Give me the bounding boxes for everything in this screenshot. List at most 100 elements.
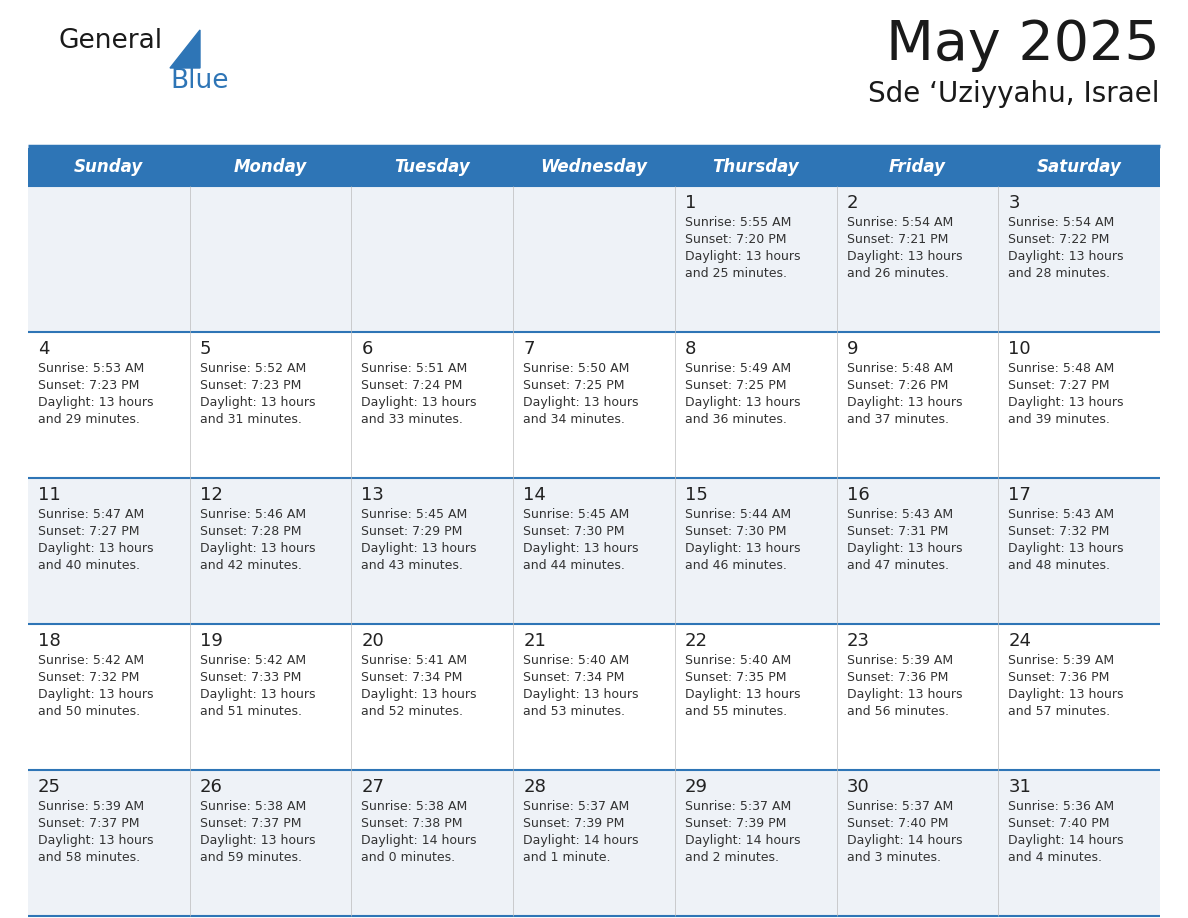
Text: and 52 minutes.: and 52 minutes. bbox=[361, 705, 463, 718]
Text: 4: 4 bbox=[38, 340, 50, 358]
Text: and 55 minutes.: and 55 minutes. bbox=[684, 705, 786, 718]
Text: and 28 minutes.: and 28 minutes. bbox=[1009, 267, 1111, 280]
Text: 18: 18 bbox=[38, 632, 61, 650]
Text: and 59 minutes.: and 59 minutes. bbox=[200, 851, 302, 864]
Text: Sunday: Sunday bbox=[74, 158, 144, 176]
Text: Sunset: 7:22 PM: Sunset: 7:22 PM bbox=[1009, 233, 1110, 246]
Text: Daylight: 13 hours: Daylight: 13 hours bbox=[361, 688, 476, 701]
Text: Sunrise: 5:39 AM: Sunrise: 5:39 AM bbox=[38, 800, 144, 813]
Text: 21: 21 bbox=[523, 632, 546, 650]
Text: 11: 11 bbox=[38, 486, 61, 504]
Text: Daylight: 14 hours: Daylight: 14 hours bbox=[361, 834, 476, 847]
Text: Daylight: 13 hours: Daylight: 13 hours bbox=[361, 396, 476, 409]
Text: 24: 24 bbox=[1009, 632, 1031, 650]
Bar bbox=[29, 478, 1159, 624]
Text: Sunrise: 5:51 AM: Sunrise: 5:51 AM bbox=[361, 362, 468, 375]
Text: Sunrise: 5:55 AM: Sunrise: 5:55 AM bbox=[684, 216, 791, 229]
Bar bbox=[29, 624, 1159, 770]
Text: Sunset: 7:32 PM: Sunset: 7:32 PM bbox=[38, 671, 139, 684]
Text: Sunrise: 5:47 AM: Sunrise: 5:47 AM bbox=[38, 508, 144, 521]
Text: Sunset: 7:24 PM: Sunset: 7:24 PM bbox=[361, 379, 463, 392]
Text: and 42 minutes.: and 42 minutes. bbox=[200, 559, 302, 572]
Text: Sunrise: 5:48 AM: Sunrise: 5:48 AM bbox=[1009, 362, 1114, 375]
Text: Sunrise: 5:37 AM: Sunrise: 5:37 AM bbox=[684, 800, 791, 813]
Text: Sunrise: 5:40 AM: Sunrise: 5:40 AM bbox=[684, 654, 791, 667]
Text: Thursday: Thursday bbox=[713, 158, 800, 176]
Text: Tuesday: Tuesday bbox=[394, 158, 470, 176]
Text: Sunset: 7:37 PM: Sunset: 7:37 PM bbox=[38, 817, 139, 830]
Text: Sunset: 7:34 PM: Sunset: 7:34 PM bbox=[361, 671, 463, 684]
Text: Sunrise: 5:50 AM: Sunrise: 5:50 AM bbox=[523, 362, 630, 375]
Text: Sunrise: 5:53 AM: Sunrise: 5:53 AM bbox=[38, 362, 144, 375]
Text: May 2025: May 2025 bbox=[886, 18, 1159, 72]
Text: Daylight: 13 hours: Daylight: 13 hours bbox=[200, 396, 315, 409]
Text: Sunrise: 5:48 AM: Sunrise: 5:48 AM bbox=[847, 362, 953, 375]
Text: and 36 minutes.: and 36 minutes. bbox=[684, 413, 786, 426]
Text: Daylight: 14 hours: Daylight: 14 hours bbox=[847, 834, 962, 847]
Text: Daylight: 13 hours: Daylight: 13 hours bbox=[847, 250, 962, 263]
Text: Sunrise: 5:45 AM: Sunrise: 5:45 AM bbox=[361, 508, 468, 521]
Text: Sunrise: 5:54 AM: Sunrise: 5:54 AM bbox=[847, 216, 953, 229]
Text: Sunset: 7:31 PM: Sunset: 7:31 PM bbox=[847, 525, 948, 538]
Bar bbox=[29, 148, 1159, 186]
Text: Sunrise: 5:42 AM: Sunrise: 5:42 AM bbox=[200, 654, 305, 667]
Text: Daylight: 13 hours: Daylight: 13 hours bbox=[684, 250, 801, 263]
Text: Sunrise: 5:43 AM: Sunrise: 5:43 AM bbox=[1009, 508, 1114, 521]
Text: and 4 minutes.: and 4 minutes. bbox=[1009, 851, 1102, 864]
Text: 1: 1 bbox=[684, 194, 696, 212]
Text: Blue: Blue bbox=[170, 68, 228, 94]
Text: 14: 14 bbox=[523, 486, 546, 504]
Text: Daylight: 13 hours: Daylight: 13 hours bbox=[523, 542, 639, 555]
Text: Sunset: 7:34 PM: Sunset: 7:34 PM bbox=[523, 671, 625, 684]
Text: and 50 minutes.: and 50 minutes. bbox=[38, 705, 140, 718]
Text: and 31 minutes.: and 31 minutes. bbox=[200, 413, 302, 426]
Text: Sunrise: 5:37 AM: Sunrise: 5:37 AM bbox=[523, 800, 630, 813]
Text: Sunrise: 5:43 AM: Sunrise: 5:43 AM bbox=[847, 508, 953, 521]
Bar bbox=[29, 186, 1159, 332]
Text: General: General bbox=[58, 28, 162, 54]
Text: Sunset: 7:26 PM: Sunset: 7:26 PM bbox=[847, 379, 948, 392]
Text: and 51 minutes.: and 51 minutes. bbox=[200, 705, 302, 718]
Text: and 29 minutes.: and 29 minutes. bbox=[38, 413, 140, 426]
Text: Sde ‘Uziyyahu, Israel: Sde ‘Uziyyahu, Israel bbox=[868, 80, 1159, 108]
Text: Daylight: 13 hours: Daylight: 13 hours bbox=[200, 542, 315, 555]
Text: Sunset: 7:30 PM: Sunset: 7:30 PM bbox=[523, 525, 625, 538]
Text: Sunset: 7:40 PM: Sunset: 7:40 PM bbox=[847, 817, 948, 830]
Text: and 43 minutes.: and 43 minutes. bbox=[361, 559, 463, 572]
Text: Sunrise: 5:40 AM: Sunrise: 5:40 AM bbox=[523, 654, 630, 667]
Text: Sunset: 7:27 PM: Sunset: 7:27 PM bbox=[1009, 379, 1110, 392]
Text: Daylight: 13 hours: Daylight: 13 hours bbox=[684, 396, 801, 409]
Text: Sunrise: 5:54 AM: Sunrise: 5:54 AM bbox=[1009, 216, 1114, 229]
Text: Daylight: 13 hours: Daylight: 13 hours bbox=[361, 542, 476, 555]
Text: 6: 6 bbox=[361, 340, 373, 358]
Text: Sunset: 7:37 PM: Sunset: 7:37 PM bbox=[200, 817, 302, 830]
Text: and 57 minutes.: and 57 minutes. bbox=[1009, 705, 1111, 718]
Text: 8: 8 bbox=[684, 340, 696, 358]
Text: and 58 minutes.: and 58 minutes. bbox=[38, 851, 140, 864]
Text: Daylight: 13 hours: Daylight: 13 hours bbox=[1009, 542, 1124, 555]
Text: Sunset: 7:33 PM: Sunset: 7:33 PM bbox=[200, 671, 301, 684]
Text: Sunrise: 5:38 AM: Sunrise: 5:38 AM bbox=[361, 800, 468, 813]
Text: and 37 minutes.: and 37 minutes. bbox=[847, 413, 948, 426]
Text: Sunset: 7:23 PM: Sunset: 7:23 PM bbox=[200, 379, 301, 392]
Text: Daylight: 14 hours: Daylight: 14 hours bbox=[684, 834, 801, 847]
Text: Sunset: 7:21 PM: Sunset: 7:21 PM bbox=[847, 233, 948, 246]
Text: and 34 minutes.: and 34 minutes. bbox=[523, 413, 625, 426]
Text: Sunrise: 5:49 AM: Sunrise: 5:49 AM bbox=[684, 362, 791, 375]
Text: Daylight: 13 hours: Daylight: 13 hours bbox=[523, 688, 639, 701]
Text: and 53 minutes.: and 53 minutes. bbox=[523, 705, 625, 718]
Text: 12: 12 bbox=[200, 486, 222, 504]
Text: 10: 10 bbox=[1009, 340, 1031, 358]
Text: 30: 30 bbox=[847, 778, 870, 796]
Text: and 48 minutes.: and 48 minutes. bbox=[1009, 559, 1111, 572]
Text: 28: 28 bbox=[523, 778, 546, 796]
Text: 17: 17 bbox=[1009, 486, 1031, 504]
Text: Sunset: 7:20 PM: Sunset: 7:20 PM bbox=[684, 233, 786, 246]
Text: 23: 23 bbox=[847, 632, 870, 650]
Text: Daylight: 13 hours: Daylight: 13 hours bbox=[38, 542, 153, 555]
Text: Daylight: 13 hours: Daylight: 13 hours bbox=[1009, 250, 1124, 263]
Text: and 33 minutes.: and 33 minutes. bbox=[361, 413, 463, 426]
Text: Sunrise: 5:41 AM: Sunrise: 5:41 AM bbox=[361, 654, 468, 667]
Text: and 26 minutes.: and 26 minutes. bbox=[847, 267, 948, 280]
Text: Sunset: 7:32 PM: Sunset: 7:32 PM bbox=[1009, 525, 1110, 538]
